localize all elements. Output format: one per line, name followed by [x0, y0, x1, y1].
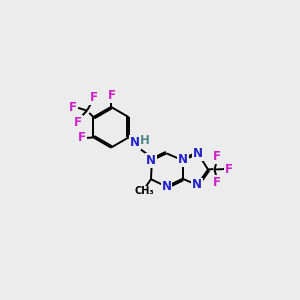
Text: N: N: [130, 136, 140, 149]
Text: N: N: [193, 147, 203, 160]
Text: F: F: [213, 176, 221, 189]
Text: N: N: [161, 180, 172, 193]
Text: H: H: [140, 134, 150, 147]
Text: F: F: [213, 150, 221, 163]
Text: F: F: [78, 131, 86, 144]
Text: N: N: [146, 154, 156, 167]
Text: F: F: [107, 89, 116, 102]
Text: F: F: [89, 91, 98, 104]
Text: CH₃: CH₃: [135, 186, 154, 196]
Text: F: F: [225, 163, 233, 176]
Text: N: N: [178, 153, 188, 166]
Text: F: F: [69, 100, 77, 114]
Text: N: N: [192, 178, 202, 191]
Text: F: F: [74, 116, 82, 129]
